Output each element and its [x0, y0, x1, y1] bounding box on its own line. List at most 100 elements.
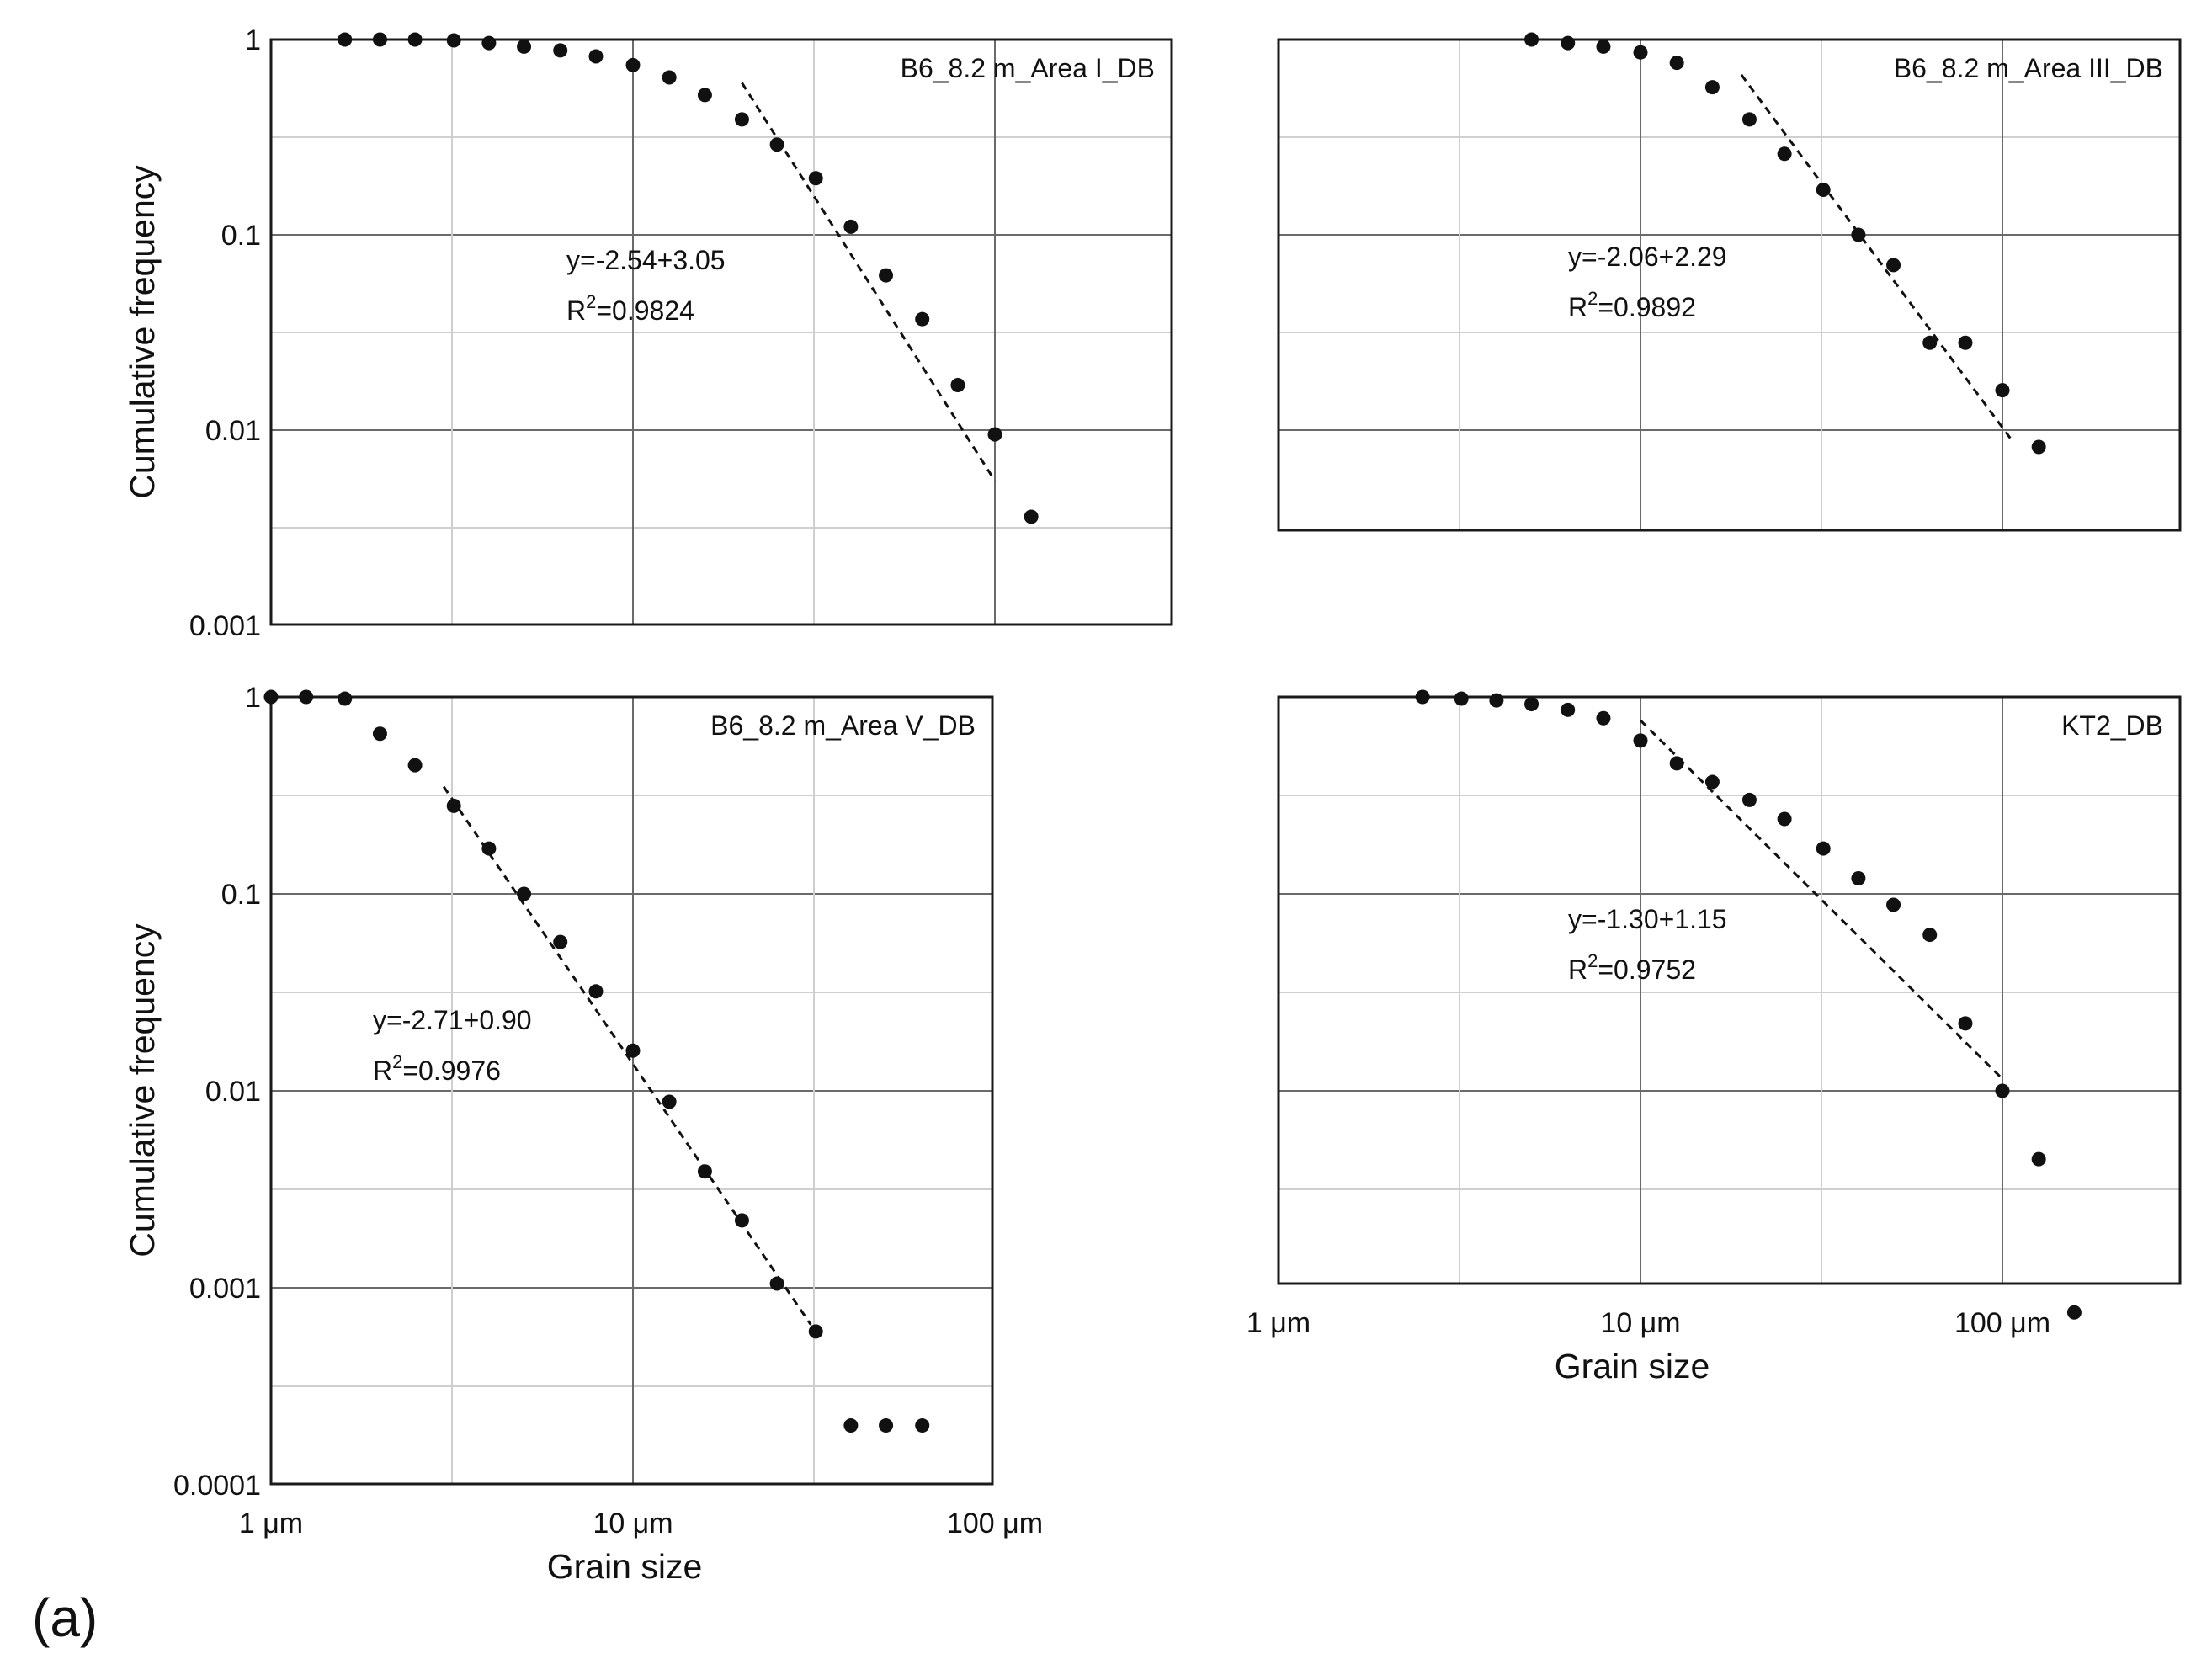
x-axis-label: Grain size — [1555, 1347, 1710, 1385]
data-point — [879, 268, 894, 283]
y-tick-label: 0.1 — [221, 879, 261, 911]
data-point — [1561, 702, 1576, 717]
y-axis-label: Cumulative frequency — [123, 923, 162, 1258]
x-tick-label: 100 μm — [1954, 1307, 2050, 1339]
data-point — [553, 934, 568, 949]
r-squared-exponent: 2 — [586, 291, 596, 312]
data-point — [372, 32, 387, 47]
r-squared-symbol: R — [1568, 292, 1587, 322]
y-tick-label: 1 — [245, 682, 261, 714]
data-point — [1524, 32, 1539, 47]
data-point — [517, 886, 532, 901]
chart-panel: 1 0.1 0.01 0.001 Cumulative frequency B6_8.2 … — [123, 24, 1173, 642]
data-point — [734, 1213, 749, 1228]
y-tick-label: 0.1 — [221, 220, 261, 252]
data-point — [1704, 80, 1720, 95]
data-point — [1633, 45, 1648, 60]
r-squared-symbol: R — [566, 295, 586, 326]
data-point — [299, 689, 314, 705]
gridlines — [271, 697, 992, 1484]
data-point — [481, 841, 497, 856]
data-point — [481, 35, 497, 51]
y-tick-label: 1 — [245, 24, 261, 56]
data-point — [1922, 335, 1938, 350]
data-point — [1995, 1083, 2010, 1098]
fit-equation: y=-2.54+3.05 — [566, 245, 726, 275]
data-point — [987, 427, 1002, 442]
data-point — [588, 984, 604, 999]
r-squared: R2=0.9892 — [1568, 288, 1696, 322]
r-squared: R2=0.9752 — [1568, 950, 1696, 985]
gridlines — [1279, 697, 2180, 1284]
r-squared-exponent: 2 — [392, 1051, 402, 1072]
y-tick-label: 0.01 — [205, 1076, 261, 1108]
data-point — [843, 1418, 859, 1433]
r-squared-exponent: 2 — [1587, 288, 1598, 309]
r-squared-value: =0.9824 — [596, 295, 694, 326]
data-point — [338, 32, 353, 47]
plot-frame — [269, 38, 1173, 626]
data-point — [1633, 733, 1648, 748]
x-tick-label: 10 μm — [593, 1507, 673, 1539]
data-point — [446, 798, 461, 813]
data-point — [1669, 56, 1684, 71]
panel-title: B6_8.2 m_Area V_DB — [710, 710, 976, 741]
data-point — [1851, 870, 1866, 885]
data-point — [1777, 146, 1792, 162]
data-point — [1741, 792, 1757, 807]
data-point — [734, 112, 749, 127]
data-point — [879, 1418, 894, 1433]
data-point — [1777, 811, 1792, 827]
data-point — [1596, 39, 1611, 54]
gridlines — [1279, 40, 2180, 530]
y-tick-label: 0.0001 — [173, 1470, 261, 1502]
y-tick-label: 0.01 — [205, 415, 261, 447]
data-point — [769, 1276, 784, 1291]
data-point — [662, 70, 677, 85]
data-point — [915, 311, 930, 327]
panel-title: B6_8.2 m_Area I_DB — [901, 53, 1155, 83]
data-point — [1415, 689, 1430, 705]
data-point — [1596, 710, 1611, 726]
data-point — [1851, 227, 1866, 242]
r-squared-value: =0.9976 — [402, 1055, 501, 1086]
fit-equation: y=-1.30+1.15 — [1568, 904, 1727, 934]
data-point — [769, 137, 784, 152]
chart-panel: 1 μm 10 μm 100 μm Grain size KT2_DB y=-1.30+1… — [1247, 689, 2182, 1385]
r-squared-symbol: R — [1568, 954, 1587, 985]
data-point — [1922, 928, 1938, 943]
x-tick-label: 1 μm — [239, 1507, 303, 1539]
data-point — [588, 49, 604, 64]
data-point — [1886, 258, 1901, 273]
data-point — [2066, 1305, 2082, 1320]
y-tick-label: 0.001 — [189, 610, 261, 642]
data-point — [1524, 696, 1539, 711]
chart-panels: 1 0.1 0.01 0.001 Cumulative frequency B6_8.2 … — [123, 24, 2182, 1586]
plot-frame — [269, 695, 994, 1486]
data-point — [1489, 693, 1504, 708]
fit-line — [442, 785, 812, 1326]
r-squared: R2=0.9824 — [566, 291, 694, 326]
x-tick-label: 100 μm — [947, 1507, 1043, 1539]
plot-frame — [1277, 38, 2182, 532]
fit-line — [1639, 719, 2004, 1080]
x-tick-label: 1 μm — [1247, 1307, 1311, 1339]
data-point — [1704, 774, 1720, 790]
data-point — [915, 1418, 930, 1433]
data-point — [1024, 509, 1039, 524]
panel-title: KT2_DB — [2061, 710, 2163, 741]
data-point — [1886, 897, 1901, 912]
fit-equation: y=-2.71+0.90 — [373, 1005, 532, 1035]
data-point — [1958, 1016, 1973, 1031]
data-point — [1958, 335, 1973, 350]
data-point — [446, 33, 461, 48]
data-point — [808, 171, 823, 186]
chart-panel: B6_8.2 m_Area III_DB y=-2.06+2.29 R2=0.989… — [1277, 32, 2182, 532]
data-point — [263, 689, 279, 705]
plot-frame — [1277, 695, 2182, 1285]
y-axis-label: Cumulative frequency — [123, 165, 162, 499]
x-axis-label: Grain size — [547, 1547, 703, 1586]
data-point — [1816, 183, 1831, 198]
r-squared-exponent: 2 — [1587, 950, 1598, 971]
